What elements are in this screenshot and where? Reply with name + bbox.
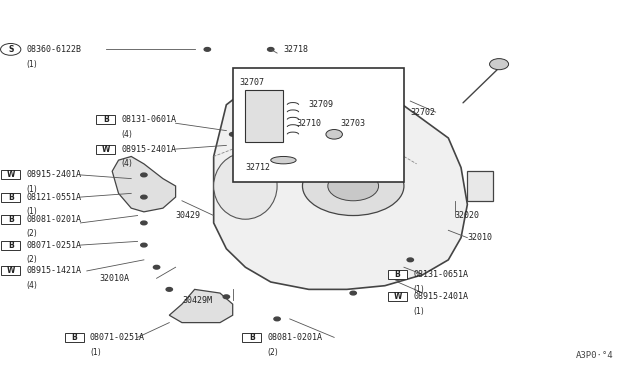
Circle shape bbox=[154, 265, 160, 269]
Circle shape bbox=[141, 173, 147, 177]
Circle shape bbox=[236, 147, 242, 151]
PathPatch shape bbox=[112, 157, 175, 212]
Text: B: B bbox=[395, 270, 401, 279]
Text: (1): (1) bbox=[27, 60, 37, 69]
Text: 30429: 30429 bbox=[175, 211, 200, 220]
Text: 08915-1421A: 08915-1421A bbox=[27, 266, 81, 275]
FancyArrow shape bbox=[467, 171, 493, 201]
Text: B: B bbox=[8, 241, 13, 250]
Text: W: W bbox=[6, 170, 15, 179]
FancyBboxPatch shape bbox=[1, 170, 20, 179]
Text: (4): (4) bbox=[27, 281, 37, 290]
Text: B: B bbox=[8, 215, 13, 224]
Circle shape bbox=[326, 129, 342, 139]
Text: 08071-0251A: 08071-0251A bbox=[27, 241, 81, 250]
Circle shape bbox=[230, 132, 236, 136]
Text: 32709: 32709 bbox=[309, 100, 334, 109]
Circle shape bbox=[274, 317, 280, 321]
Circle shape bbox=[407, 258, 413, 262]
PathPatch shape bbox=[214, 75, 467, 289]
Text: 32010A: 32010A bbox=[99, 274, 129, 283]
Bar bbox=[233, 68, 404, 182]
Text: 32707: 32707 bbox=[239, 78, 264, 87]
Text: 08121-0551A: 08121-0551A bbox=[27, 193, 81, 202]
Text: B: B bbox=[71, 333, 77, 342]
Text: 08071-0251A: 08071-0251A bbox=[90, 333, 145, 342]
FancyBboxPatch shape bbox=[97, 115, 115, 124]
Text: B: B bbox=[8, 193, 13, 202]
Text: 08131-0651A: 08131-0651A bbox=[413, 270, 468, 279]
Text: (2): (2) bbox=[268, 348, 278, 357]
Text: 08081-0201A: 08081-0201A bbox=[27, 215, 81, 224]
Text: 32010: 32010 bbox=[467, 233, 492, 242]
Ellipse shape bbox=[284, 119, 360, 142]
Text: (1): (1) bbox=[413, 285, 424, 294]
Text: B: B bbox=[249, 333, 255, 342]
Text: 30429M: 30429M bbox=[182, 296, 212, 305]
Text: 08360-6122B: 08360-6122B bbox=[27, 45, 81, 54]
Circle shape bbox=[141, 195, 147, 199]
Circle shape bbox=[350, 291, 356, 295]
Text: A3P0·°4: A3P0·°4 bbox=[575, 350, 613, 359]
Text: 08915-2401A: 08915-2401A bbox=[413, 292, 468, 301]
Text: (1): (1) bbox=[90, 348, 100, 357]
Text: 08915-2401A: 08915-2401A bbox=[27, 170, 81, 179]
Circle shape bbox=[223, 295, 230, 299]
Text: B: B bbox=[103, 115, 109, 124]
Text: 32712: 32712 bbox=[245, 163, 270, 172]
Circle shape bbox=[490, 59, 509, 70]
Text: W: W bbox=[102, 145, 110, 154]
Text: (2): (2) bbox=[27, 255, 37, 264]
Text: 32702: 32702 bbox=[410, 108, 435, 117]
Text: 32703: 32703 bbox=[340, 119, 365, 128]
FancyBboxPatch shape bbox=[1, 266, 20, 275]
Circle shape bbox=[394, 276, 401, 280]
FancyBboxPatch shape bbox=[388, 270, 407, 279]
Ellipse shape bbox=[214, 153, 277, 219]
Text: W: W bbox=[6, 266, 15, 275]
Circle shape bbox=[303, 157, 404, 215]
Text: 08915-2401A: 08915-2401A bbox=[122, 145, 177, 154]
Bar bbox=[245, 90, 284, 142]
Text: (1): (1) bbox=[413, 307, 424, 316]
Circle shape bbox=[268, 48, 274, 51]
Text: 32710: 32710 bbox=[296, 119, 321, 128]
FancyBboxPatch shape bbox=[242, 333, 261, 342]
Text: 08131-0601A: 08131-0601A bbox=[122, 115, 177, 124]
Text: (4): (4) bbox=[122, 130, 132, 139]
Text: 32718: 32718 bbox=[284, 45, 308, 54]
Text: W: W bbox=[394, 292, 402, 301]
FancyBboxPatch shape bbox=[65, 333, 84, 342]
Text: (1): (1) bbox=[27, 185, 37, 194]
Circle shape bbox=[328, 171, 379, 201]
Text: S: S bbox=[8, 45, 13, 54]
FancyBboxPatch shape bbox=[1, 215, 20, 224]
FancyBboxPatch shape bbox=[1, 193, 20, 202]
Text: (1): (1) bbox=[27, 207, 37, 217]
Text: (2): (2) bbox=[27, 230, 37, 238]
FancyBboxPatch shape bbox=[388, 292, 407, 301]
Text: 32020: 32020 bbox=[454, 211, 479, 220]
FancyBboxPatch shape bbox=[1, 241, 20, 250]
FancyBboxPatch shape bbox=[97, 145, 115, 154]
Circle shape bbox=[141, 221, 147, 225]
Ellipse shape bbox=[271, 157, 296, 164]
Circle shape bbox=[1, 44, 21, 55]
Circle shape bbox=[166, 288, 172, 291]
Text: 08081-0201A: 08081-0201A bbox=[268, 333, 323, 342]
Text: (4): (4) bbox=[122, 159, 132, 169]
Circle shape bbox=[141, 243, 147, 247]
Circle shape bbox=[204, 48, 211, 51]
PathPatch shape bbox=[169, 289, 233, 323]
